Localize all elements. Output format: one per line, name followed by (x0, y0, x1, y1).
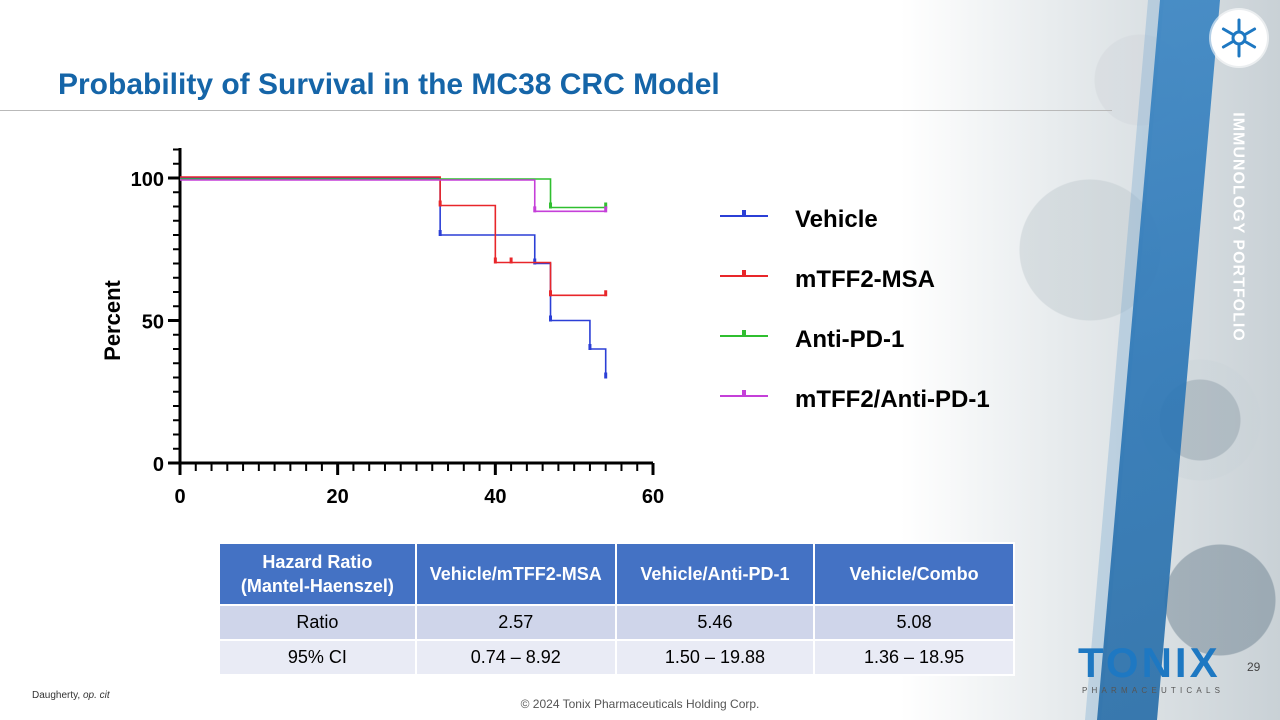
x-tick-label: 20 (327, 486, 349, 508)
tonix-emblem-icon (1211, 10, 1267, 66)
header-line: Hazard Ratio (262, 552, 373, 572)
chart-axes: 0 20 40 60 0 50 100 Percent (100, 148, 664, 508)
table-header-cell: Vehicle/mTFF2-MSA (414, 542, 617, 606)
snowflake-icon (1221, 18, 1257, 58)
y-tick-label: 50 (142, 312, 164, 334)
table-cell: 95% CI (218, 639, 417, 676)
series-line-1 (180, 176, 606, 297)
brand-logo-text: TONIX (1078, 639, 1221, 686)
table-cell: 2.57 (414, 604, 617, 641)
series-line-2 (180, 178, 606, 209)
citation-ref: op. cit (82, 690, 110, 701)
chart-series (180, 176, 608, 379)
table-header-cell: Vehicle/Anti-PD-1 (614, 542, 816, 606)
title-divider (0, 110, 1112, 111)
table-header-row: Hazard Ratio (Mantel-Haenszel) Vehicle/m… (218, 542, 1015, 606)
y-axis-title: Percent (100, 279, 125, 360)
citation: Daugherty, op. cit (32, 690, 110, 701)
citation-author: Daugherty, (32, 690, 83, 701)
table-header-cell: Hazard Ratio (Mantel-Haenszel) (218, 542, 417, 606)
header-line: (Mantel-Haenszel) (240, 576, 394, 596)
table-row: 95% CI 0.74 – 8.92 1.50 – 19.88 1.36 – 1… (218, 639, 1015, 676)
series-line-3 (180, 179, 606, 213)
copyright-notice: © 2024 Tonix Pharmaceuticals Holding Cor… (520, 697, 760, 711)
x-tick-label: 40 (484, 486, 506, 508)
x-tick-label: 0 (174, 486, 185, 508)
page-number: 29 (1247, 660, 1261, 674)
portfolio-label: IMMUNOLOGY PORTFOLIO (1218, 82, 1258, 372)
y-tick-label: 0 (153, 454, 164, 476)
survival-chart: 0 20 40 60 0 50 100 Percent Vehicle mTFF2-MSA Ant… (100, 148, 990, 508)
y-tick-label: 100 (131, 169, 164, 191)
legend-label: Anti-PD-1 (795, 326, 904, 353)
table-row: Ratio 2.57 5.46 5.08 (218, 604, 1015, 641)
series-line-0 (180, 177, 607, 378)
chart-legend: Vehicle mTFF2-MSA Anti-PD-1 mTFF2/Anti-PD-1 (720, 206, 990, 413)
legend-label: mTFF2-MSA (795, 266, 935, 293)
legend-label: Vehicle (795, 206, 878, 233)
brand-logo-subtitle: PHARMACEUTICALS (1082, 686, 1225, 695)
table-cell: 1.36 – 18.95 (813, 639, 1015, 676)
hazard-ratio-table: Hazard Ratio (Mantel-Haenszel) Vehicle/m… (218, 542, 1015, 676)
slide-title: Probability of Survival in the MC38 CRC … (58, 68, 720, 101)
x-tick-label: 60 (642, 486, 664, 508)
table-cell: 0.74 – 8.92 (414, 639, 617, 676)
table-cell: 5.08 (813, 604, 1015, 641)
table-cell: 5.46 (614, 604, 816, 641)
table-cell: Ratio (218, 604, 417, 641)
table-header-cell: Vehicle/Combo (813, 542, 1015, 606)
portfolio-label-text: IMMUNOLOGY PORTFOLIO (1230, 112, 1248, 342)
legend-label: mTFF2/Anti-PD-1 (795, 386, 990, 413)
table-cell: 1.50 – 19.88 (614, 639, 816, 676)
